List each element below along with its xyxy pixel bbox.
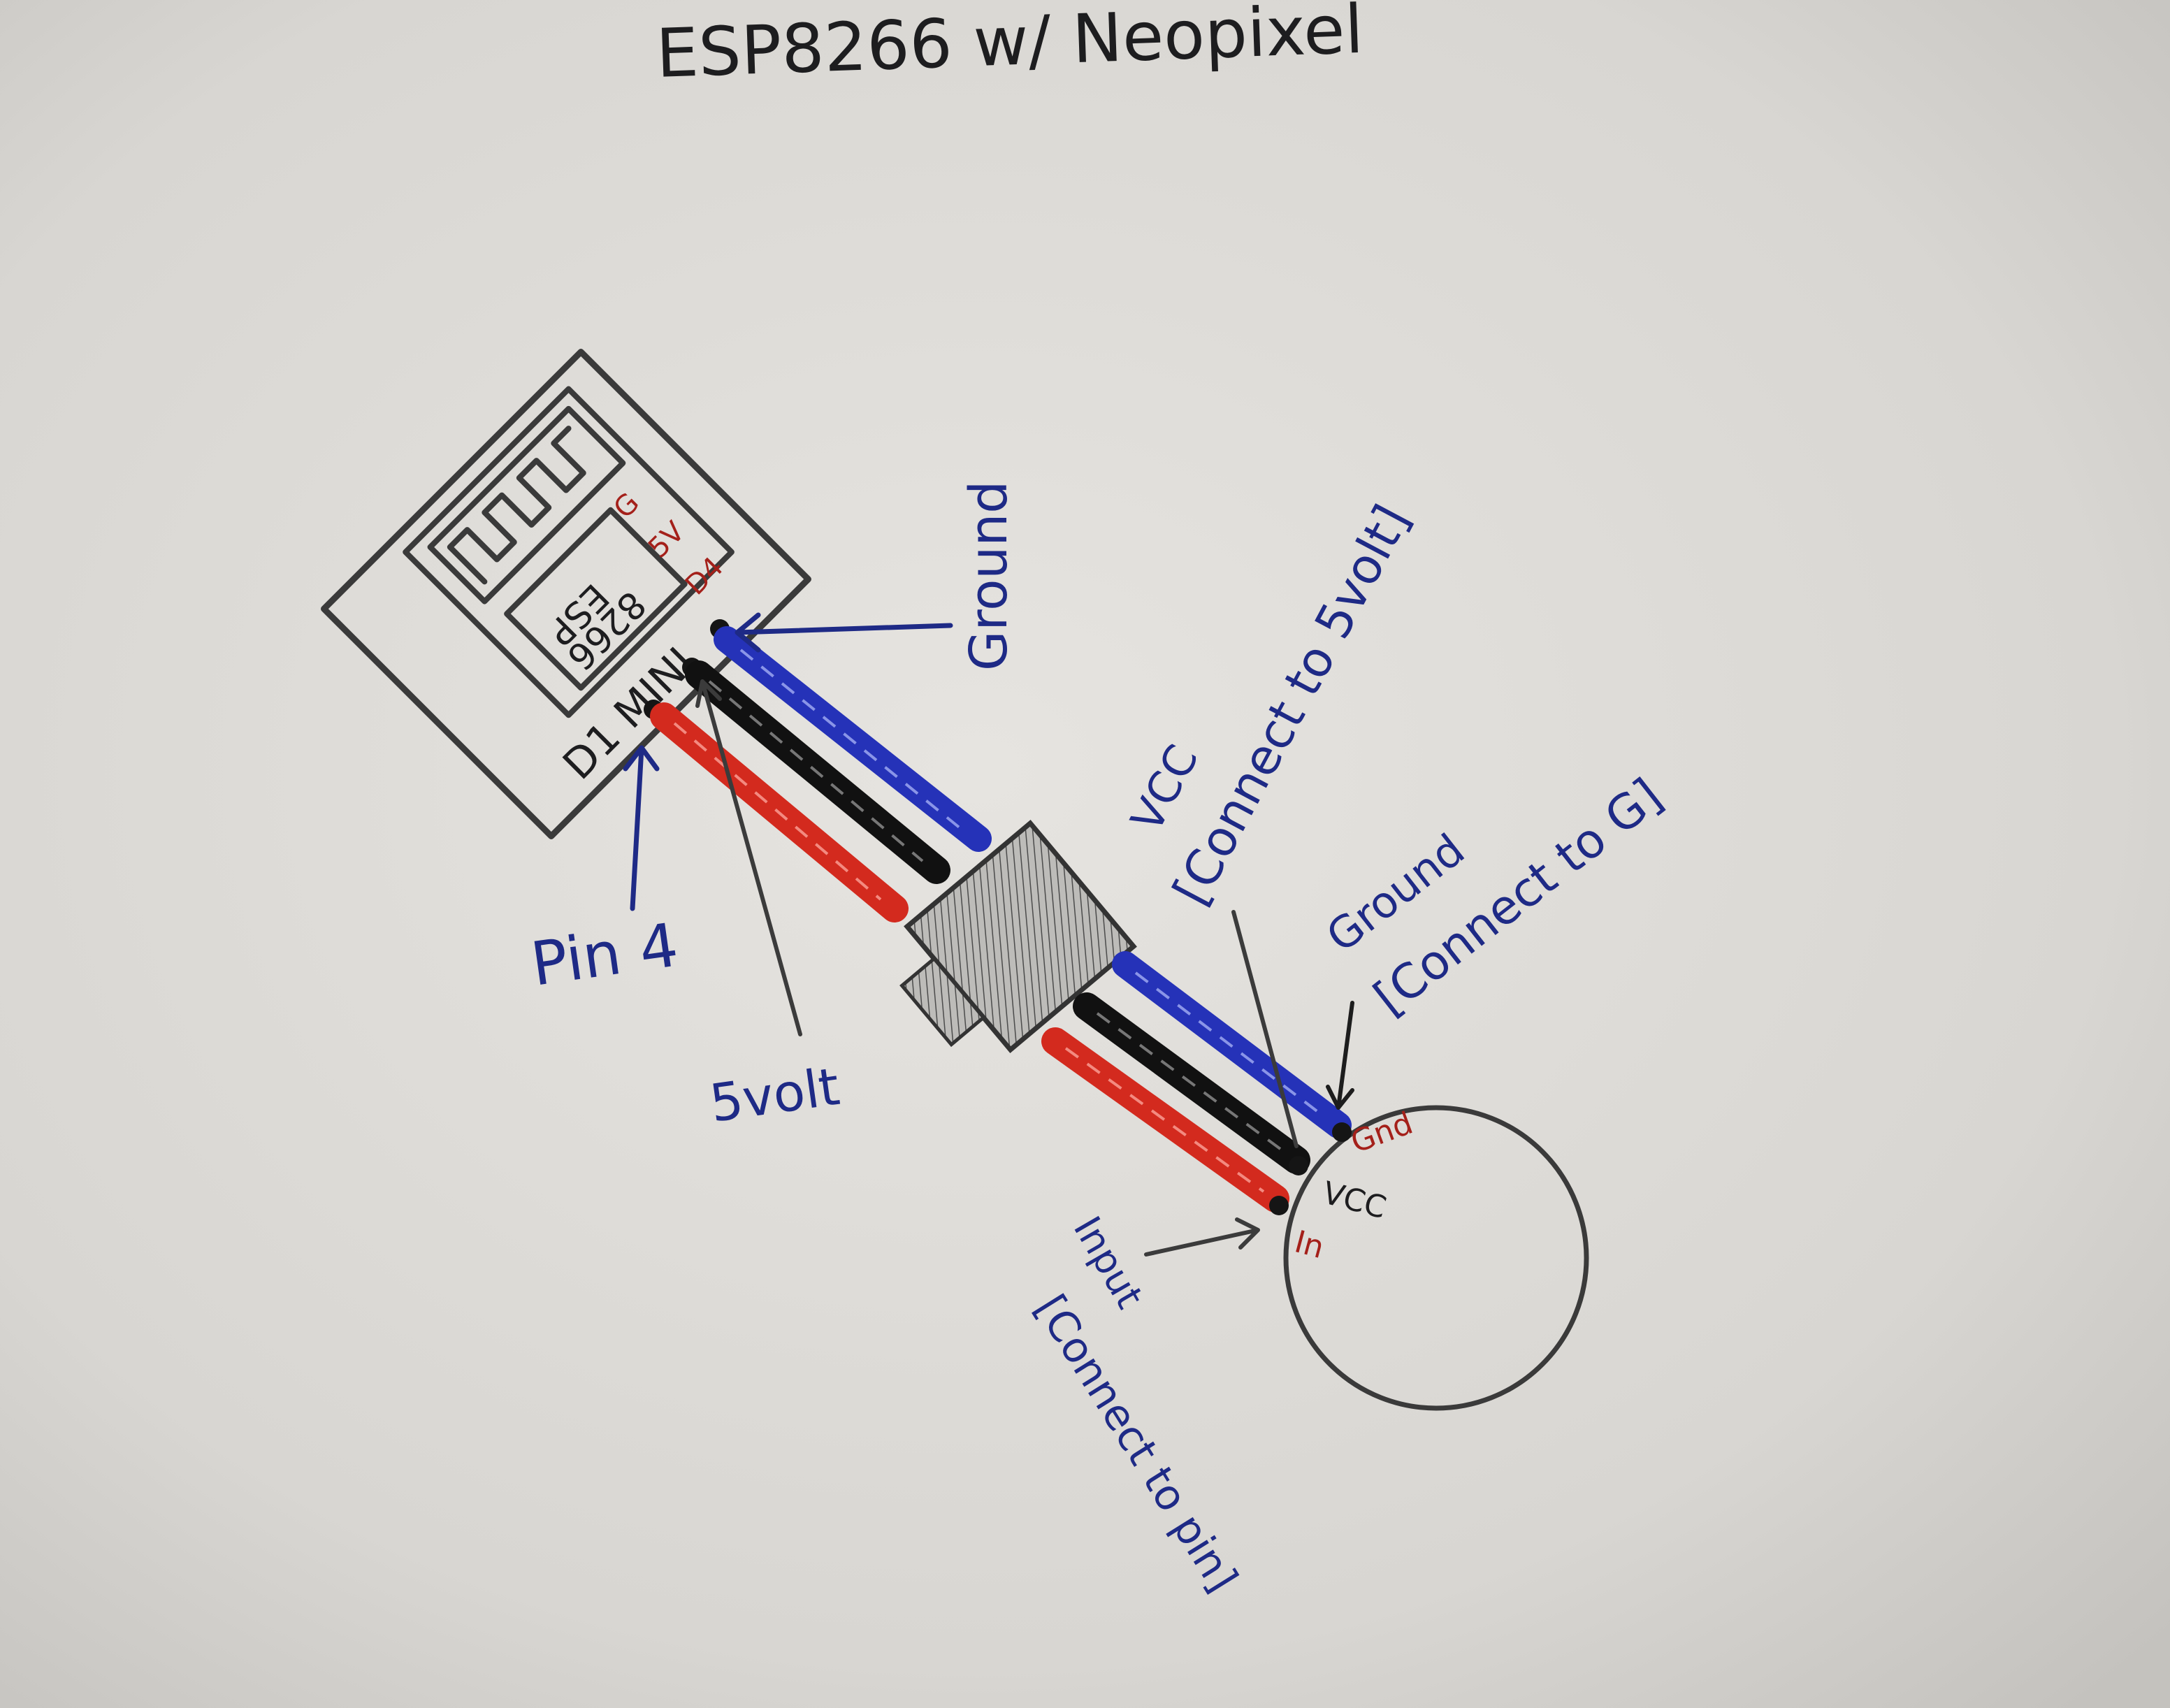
neo-dot-in bbox=[1269, 1196, 1289, 1215]
neo-dot-vcc bbox=[1289, 1156, 1308, 1175]
arrow-input bbox=[1144, 1217, 1260, 1257]
connector-block bbox=[899, 820, 1137, 1053]
arrow-ground-top bbox=[735, 612, 953, 653]
label-ground-top: Ground bbox=[959, 481, 1019, 671]
neopixel-ring bbox=[1283, 1105, 1589, 1411]
arrow-vcc bbox=[1231, 910, 1299, 1148]
arrow-ground bbox=[1326, 1001, 1354, 1110]
wire-bundle-lower bbox=[1041, 951, 1352, 1213]
neo-dot-gnd bbox=[1332, 1122, 1352, 1142]
wire-bundle-upper bbox=[650, 626, 992, 922]
arrow-pin4 bbox=[623, 745, 660, 911]
arrow-five-volt bbox=[695, 679, 802, 1036]
